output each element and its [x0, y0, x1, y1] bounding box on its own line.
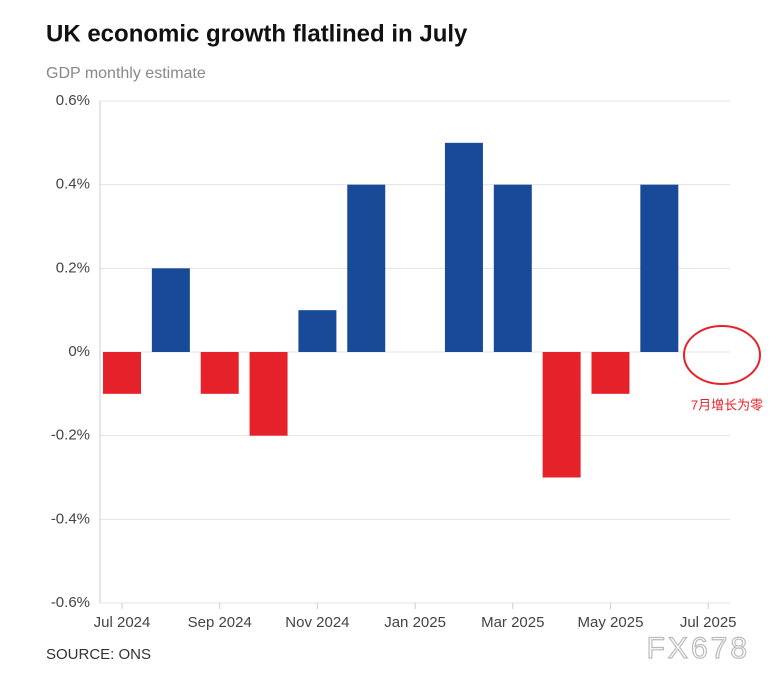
y-tick-label: 0.2% [56, 259, 90, 276]
y-tick-label: -0.6% [51, 594, 90, 611]
bar [640, 184, 679, 352]
x-tick-label: Mar 2025 [481, 614, 544, 631]
x-tick-label: May 2025 [578, 614, 644, 631]
watermark: FX678 [647, 632, 750, 665]
chart-subtitle: GDP monthly estimate [46, 65, 206, 82]
y-tick-label: -0.2% [51, 427, 90, 444]
y-tick-label: -0.4% [51, 510, 90, 527]
bar [249, 352, 288, 436]
bar [151, 268, 190, 352]
bar [103, 352, 142, 394]
chart-title: UK economic growth flatlined in July [46, 20, 468, 47]
bar [493, 184, 532, 352]
bar [591, 352, 630, 394]
x-tick-label: Jul 2025 [680, 614, 737, 631]
source: SOURCE: ONS [46, 646, 151, 663]
y-tick-label: 0.4% [56, 176, 90, 193]
bar [200, 352, 239, 394]
bar [542, 352, 581, 478]
x-tick-label: Jan 2025 [384, 614, 446, 631]
x-tick-label: Nov 2024 [285, 614, 349, 631]
annotation-circle [683, 325, 761, 385]
bar [298, 310, 337, 352]
x-tick-label: Sep 2024 [188, 614, 252, 631]
annotation: 7月增长为零 [691, 397, 763, 412]
x-tick-label: Jul 2024 [94, 614, 151, 631]
y-tick-label: 0% [68, 343, 90, 360]
bar [444, 142, 483, 352]
bar [347, 184, 386, 352]
y-tick-label: 0.6% [56, 92, 90, 109]
